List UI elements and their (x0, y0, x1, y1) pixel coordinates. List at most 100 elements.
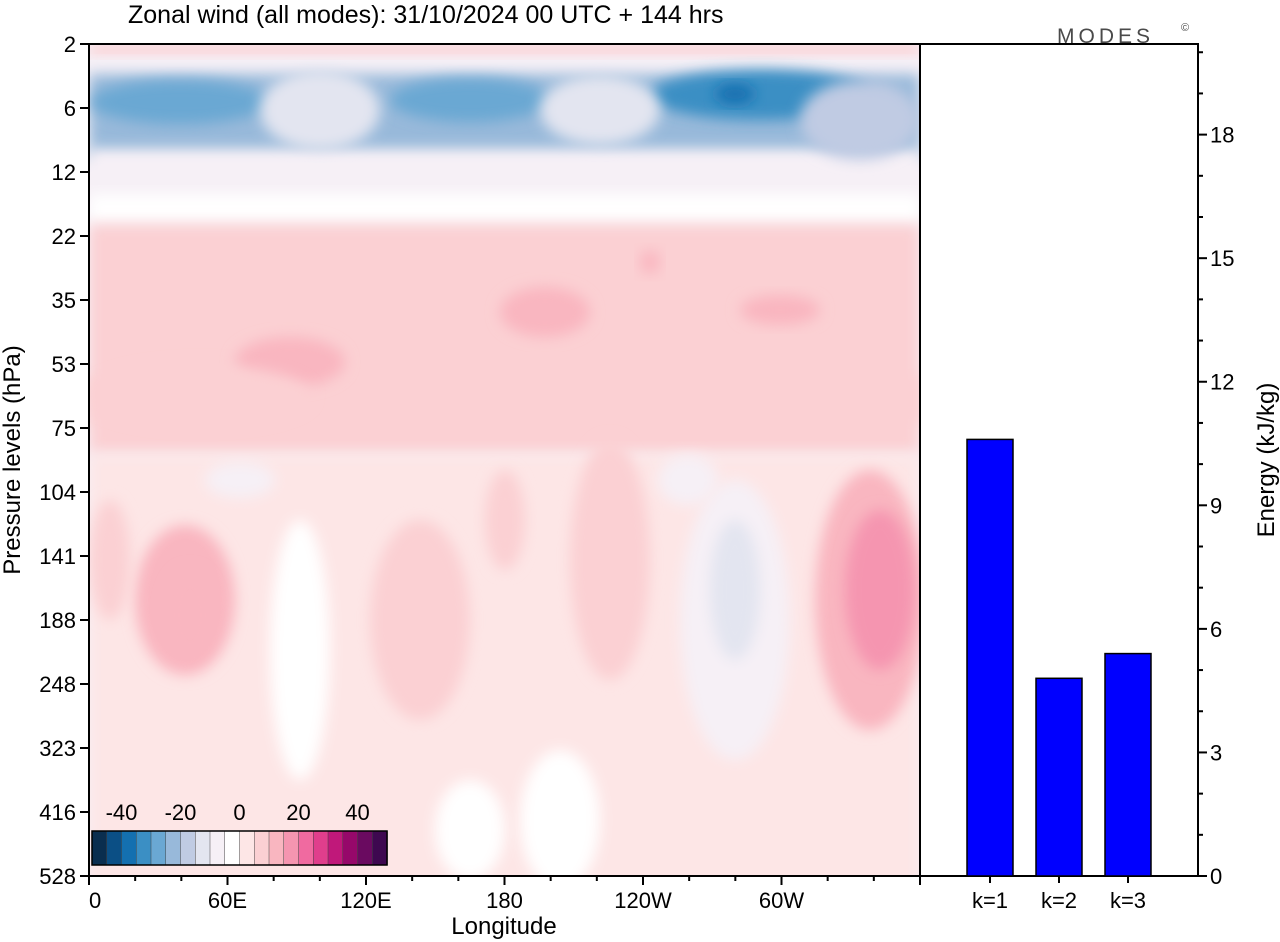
bar-y-tick-label: 12 (1210, 370, 1234, 395)
colorbar-cell (180, 830, 196, 866)
heatmap-x-tick-label: 120E (340, 888, 391, 913)
heatmap-contour-region (90, 80, 270, 124)
heatmap-contour-region (740, 295, 820, 325)
modes-logo-mark: © (1181, 22, 1189, 34)
colorbar-cell (298, 830, 314, 866)
colorbar: -40 -20 0 20 40 (91, 800, 388, 866)
colorbar-cell (121, 830, 137, 866)
heatmap-contour-region (205, 462, 275, 498)
heatmap-band (89, 194, 920, 224)
bar-x-tick-label: k=1 (972, 888, 1008, 913)
colorbar-cell (357, 830, 373, 866)
heatmap-y-tick-label: 22 (52, 224, 76, 249)
heatmap-x-ticks: 0 60E 120E 180 120W 60W (88, 876, 921, 913)
bar-y-tick-label: 9 (1210, 493, 1222, 518)
bar-x-tick-label: k=2 (1041, 888, 1077, 913)
colorbar-cell (268, 830, 285, 866)
heatmap-contour-region (500, 287, 590, 337)
heatmap-contour-region (845, 510, 915, 670)
colorbar-cells (91, 830, 388, 866)
colorbar-cell (165, 830, 182, 866)
heatmap-x-tick-label: 180 (486, 888, 523, 913)
heatmap-field (89, 44, 920, 876)
heatmap-y-tick-label: 141 (39, 544, 76, 569)
heatmap-contour-region (710, 520, 760, 660)
colorbar-tick-label: 20 (286, 800, 310, 825)
colorbar-labels: -40 -20 0 20 40 (106, 800, 370, 825)
heatmap-band (89, 149, 920, 199)
heatmap-x-tick-label: 0 (89, 888, 101, 913)
heatmap-contour-region (715, 84, 755, 104)
colorbar-cell (209, 830, 226, 866)
heatmap-contour-region (435, 780, 505, 876)
y-axis-label: Pressure levels (hPa) (0, 345, 26, 574)
colorbar-cell (327, 830, 344, 866)
heatmap-contour-region (540, 75, 660, 145)
energy-axis-label: Energy (kJ/kg) (1253, 383, 1280, 538)
modes-logo-text: MODES (1057, 25, 1154, 48)
heatmap-y-tick-label: 12 (52, 160, 76, 185)
colorbar-cell (91, 830, 108, 866)
colorbar-cell (136, 830, 152, 866)
colorbar-cell (372, 830, 388, 866)
heatmap-y-tick-label: 528 (39, 864, 76, 889)
bar-x-ticks: k=1 k=2 k=3 (972, 876, 1146, 913)
heatmap-y-tick-label: 2 (64, 32, 76, 57)
bar-y-tick-label: 18 (1210, 123, 1234, 148)
heatmap-band (89, 44, 920, 56)
colorbar-cell (195, 830, 211, 866)
bar-y-tick-label: 0 (1210, 864, 1222, 889)
heatmap-contour-region (658, 455, 718, 505)
colorbar-cell (106, 830, 123, 866)
heatmap-contour-region (270, 520, 330, 780)
colorbar-cell (342, 830, 359, 866)
colorbar-tick-label: 0 (233, 800, 245, 825)
heatmap-contour-region (260, 70, 380, 150)
colorbar-cell (224, 830, 241, 866)
colorbar-cell (239, 830, 255, 866)
colorbar-tick-label: 40 (345, 800, 369, 825)
colorbar-cell (150, 830, 167, 866)
heatmap-x-tick-label: 120W (614, 888, 672, 913)
bar-x-tick-label: k=3 (1110, 888, 1146, 913)
heatmap-contour-region (390, 78, 550, 122)
colorbar-tick-label: -20 (165, 800, 197, 825)
colorbar-cell (254, 830, 270, 866)
heatmap-y-tick-label: 416 (39, 800, 76, 825)
heatmap-y-tick-label: 35 (52, 288, 76, 313)
heatmap-panel: 2 6 12 22 35 53 75 104 141 188 248 323 416 528 0 60E 12… (0, 32, 921, 940)
energy-bar (1035, 677, 1083, 877)
bar-panel: 0 3 6 9 12 15 18 k=1 k=2 k=3 Energy (kJ/kg) (919, 43, 1280, 913)
heatmap-contour-region (90, 365, 310, 425)
heatmap-y-ticks: 2 6 12 22 35 53 75 104 141 188 248 323 416 528 (39, 32, 89, 889)
heatmap-contour-region (640, 250, 660, 274)
bar-y-tick-label: 15 (1210, 246, 1234, 271)
heatmap-contour-region (165, 570, 215, 660)
heatmap-contour-region (90, 500, 130, 620)
heatmap-y-tick-label: 323 (39, 736, 76, 761)
bar-y-ticks: 0 3 6 9 12 15 18 (1198, 51, 1234, 889)
energy-bar (966, 438, 1014, 877)
modes-logo: MODES © (1057, 22, 1189, 48)
heatmap-y-tick-label: 188 (39, 608, 76, 633)
heatmap-contour-region (520, 750, 600, 876)
heatmap-y-tick-label: 104 (39, 480, 76, 505)
heatmap-contour-region (800, 80, 920, 160)
chart-title: Zonal wind (all modes): 31/10/2024 00 UT… (128, 1, 723, 29)
colorbar-frame (91, 830, 388, 866)
heatmap-contour-region (370, 520, 470, 720)
x-axis-label: Longitude (451, 913, 556, 940)
bar-y-tick-label: 3 (1210, 740, 1222, 765)
heatmap-x-tick-label: 60W (759, 888, 804, 913)
heatmap-y-tick-label: 53 (52, 352, 76, 377)
colorbar-cell (313, 830, 329, 866)
heatmap-x-tick-label: 60E (208, 888, 247, 913)
heatmap-y-tick-label: 248 (39, 672, 76, 697)
heatmap-y-tick-label: 6 (64, 96, 76, 121)
bar-marks (966, 438, 1152, 877)
colorbar-tick-label: -40 (106, 800, 138, 825)
colorbar-cell (283, 830, 300, 866)
heatmap-y-tick-label: 75 (52, 416, 76, 441)
heatmap-contour-region (570, 440, 650, 680)
